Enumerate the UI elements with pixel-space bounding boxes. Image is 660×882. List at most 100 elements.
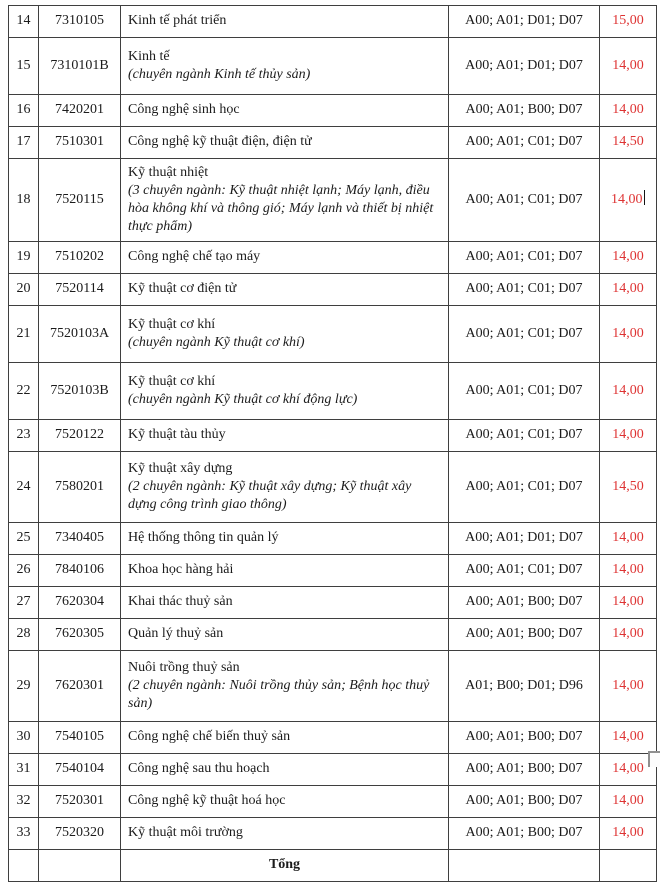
major-name: Nuôi trồng thuỷ sản [128, 659, 240, 675]
score-value: 15,00 [612, 13, 644, 29]
score-value: 14,00 [611, 192, 643, 208]
major-name-cell: Quản lý thuỷ sản [120, 618, 449, 651]
major-name-cell: Công nghệ chế tạo máy [120, 241, 449, 274]
major-specialization-note: (chuyên ngành Kỹ thuật cơ khí) [128, 335, 305, 350]
row-number-cell: 26 [8, 554, 39, 587]
major-code-cell: 7580201 [38, 451, 121, 523]
row-number-cell [8, 849, 39, 882]
table-row: 29 7620301 Nuôi trồng thuỷ sản (2 chuyên… [8, 650, 657, 722]
major-name-cell: Kỹ thuật cơ điện tử [120, 273, 449, 306]
row-number-cell: 14 [8, 5, 39, 38]
row-number-cell: 32 [8, 785, 39, 818]
row-number-cell: 16 [8, 94, 39, 127]
major-code-cell: 7520115 [38, 158, 121, 242]
major-code-cell: 7520103A [38, 305, 121, 363]
score-value: 14,00 [612, 325, 644, 341]
major-name-cell: Kỹ thuật cơ khí (chuyên ngành Kỹ thuật c… [120, 362, 449, 420]
major-code-cell: 7310105 [38, 5, 121, 38]
table-row: 24 7580201 Kỹ thuật xây dựng (2 chuyên n… [8, 451, 657, 523]
score-cell: 14,00 [599, 241, 657, 274]
score-cell: 14,00 [599, 94, 657, 127]
major-name-cell: Khai thác thuỷ sản [120, 586, 449, 619]
table-row: 26 7840106 Khoa học hàng hải A00; A01; C… [8, 554, 657, 587]
score-value: 14,00 [612, 57, 644, 73]
score-value: 14,50 [612, 134, 644, 150]
row-number-cell: 15 [8, 37, 39, 95]
major-name: Kỹ thuật cơ khí [128, 373, 216, 389]
table-row: 16 7420201 Công nghệ sinh học A00; A01; … [8, 94, 657, 127]
major-specialization-note: (3 chuyên ngành: Kỹ thuật nhiệt lạnh; Má… [128, 182, 434, 235]
row-number-cell: 17 [8, 126, 39, 159]
exam-combinations-cell: A00; A01; D01; D07 [448, 522, 600, 555]
major-code-cell: 7340405 [38, 522, 121, 555]
exam-combinations-cell: A00; A01; C01; D07 [448, 554, 600, 587]
major-name-cell: Tổng [120, 849, 449, 882]
major-code-cell: 7520320 [38, 817, 121, 850]
exam-combinations-cell: A00; A01; D01; D07 [448, 37, 600, 95]
score-cell: 15,00 [599, 5, 657, 38]
major-name: Công nghệ sau thu hoạch [128, 761, 270, 777]
table-row: 14 7310105 Kinh tế phát triển A00; A01; … [8, 5, 657, 38]
exam-combinations-cell: A00; A01; B00; D07 [448, 586, 600, 619]
major-code-cell: 7510301 [38, 126, 121, 159]
scrollbar-corner-artifact [648, 751, 660, 767]
major-name: Hệ thống thông tin quản lý [128, 530, 279, 546]
table-row: 18 7520115 Kỹ thuật nhiệt (3 chuyên ngàn… [8, 158, 657, 242]
score-cell [599, 849, 657, 882]
score-cell: 14,00 [599, 618, 657, 651]
table-row: 33 7520320 Kỹ thuật môi trường A00; A01;… [8, 817, 657, 850]
score-value: 14,00 [612, 594, 644, 610]
score-cell: 14,00 [599, 362, 657, 420]
row-number-cell: 29 [8, 650, 39, 722]
major-name: Công nghệ sinh học [128, 102, 240, 118]
major-name: Kỹ thuật cơ điện tử [128, 281, 237, 297]
row-number-cell: 19 [8, 241, 39, 274]
major-specialization-note: (chuyên ngành Kinh tế thủy sản) [128, 67, 311, 82]
major-specialization-note: (2 chuyên ngành: Nuôi trồng thủy sản; Bệ… [128, 677, 430, 712]
row-number-cell: 27 [8, 586, 39, 619]
score-cell: 14,00 [599, 554, 657, 587]
major-name: Quản lý thuỷ sản [128, 626, 224, 642]
score-value: 14,00 [612, 249, 644, 265]
major-name-cell: Công nghệ kỹ thuật hoá học [120, 785, 449, 818]
row-number-cell: 33 [8, 817, 39, 850]
row-number-cell: 25 [8, 522, 39, 555]
score-cell: 14,00 [599, 650, 657, 722]
major-name: Công nghệ kỹ thuật hoá học [128, 793, 286, 809]
admission-scores-table: 14 7310105 Kinh tế phát triển A00; A01; … [8, 5, 657, 882]
score-cell: 14,00 [599, 817, 657, 850]
exam-combinations-cell: A00; A01; C01; D07 [448, 451, 600, 523]
score-cell: 14,00 [599, 273, 657, 306]
major-name: Kinh tế [128, 48, 170, 64]
table-body: 14 7310105 Kinh tế phát triển A00; A01; … [8, 5, 657, 882]
major-code-cell: 7520122 [38, 419, 121, 452]
score-value: 14,00 [612, 427, 644, 443]
major-name: Kỹ thuật tàu thủy [128, 427, 226, 443]
exam-combinations-cell: A00; A01; D01; D07 [448, 5, 600, 38]
score-cell: 14,00 [599, 522, 657, 555]
table-row: Tổng [8, 849, 657, 882]
major-code-cell: 7520114 [38, 273, 121, 306]
major-code-cell [38, 849, 121, 882]
score-value: 14,00 [612, 626, 644, 642]
score-cell: 14,00 [599, 305, 657, 363]
major-code-cell: 7620305 [38, 618, 121, 651]
table-row: 27 7620304 Khai thác thuỷ sản A00; A01; … [8, 586, 657, 619]
score-value: 14,00 [612, 793, 644, 809]
row-number-cell: 24 [8, 451, 39, 523]
major-code-cell: 7620301 [38, 650, 121, 722]
exam-combinations-cell: A00; A01; B00; D07 [448, 785, 600, 818]
table-row: 32 7520301 Công nghệ kỹ thuật hoá học A0… [8, 785, 657, 818]
score-value: 14,00 [612, 729, 644, 745]
major-specialization-note: (2 chuyên ngành: Kỹ thuật xây dựng; Kỹ t… [128, 478, 412, 513]
table-row: 30 7540105 Công nghệ chế biến thuỷ sản A… [8, 721, 657, 754]
major-code-cell: 7620304 [38, 586, 121, 619]
exam-combinations-cell: A00; A01; C01; D07 [448, 241, 600, 274]
score-value: 14,00 [612, 102, 644, 118]
major-name: Khoa học hàng hải [128, 562, 234, 578]
major-code-cell: 7520103B [38, 362, 121, 420]
table-row: 15 7310101B Kinh tế (chuyên ngành Kinh t… [8, 37, 657, 95]
table-row: 20 7520114 Kỹ thuật cơ điện tử A00; A01;… [8, 273, 657, 306]
major-name-cell: Kỹ thuật xây dựng (2 chuyên ngành: Kỹ th… [120, 451, 449, 523]
score-value: 14,00 [612, 562, 644, 578]
